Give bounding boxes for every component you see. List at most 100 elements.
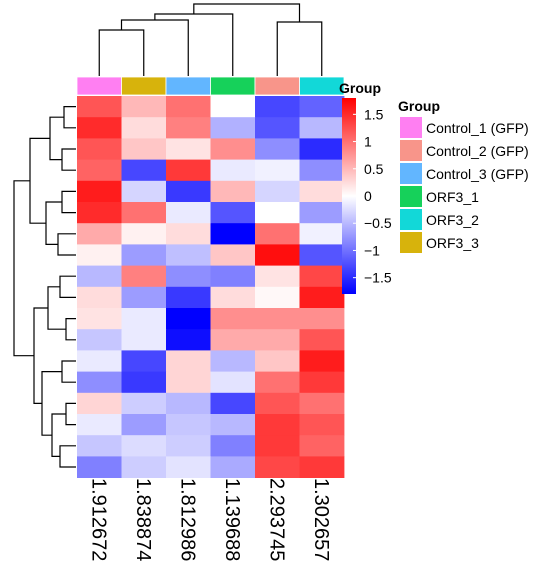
- group-annotation-cell: [165, 76, 211, 96]
- heatmap-cell: [255, 350, 300, 372]
- column-label: 1.812986: [176, 478, 198, 561]
- color-scale-tick-label: 0.5: [364, 161, 384, 177]
- row-dendrogram-link: [61, 148, 76, 171]
- heatmap-cell: [299, 202, 345, 224]
- heatmap-cell: [210, 117, 256, 139]
- column-dendrogram-link: [98, 29, 145, 76]
- heatmap-cell: [166, 96, 211, 118]
- heatmap-cell: [121, 414, 167, 436]
- heatmap-cell: [255, 435, 300, 457]
- heatmap-cell: [77, 202, 122, 224]
- heatmap-cell: [255, 456, 300, 478]
- heatmap-cell: [77, 286, 122, 309]
- heatmap-cell: [255, 117, 300, 139]
- heatmap-cell: [77, 308, 122, 330]
- row-dendrogram-link: [45, 201, 62, 245]
- heatmap-cell: [77, 371, 122, 394]
- heatmap-cell: [77, 96, 122, 118]
- heatmap-cell: [121, 244, 167, 266]
- legend-label: ORF3_1: [426, 189, 479, 205]
- heatmap-cell: [210, 202, 256, 224]
- group-annotation-bar: [76, 76, 345, 96]
- group-legend: Group Control_1 (GFP) Control_2 (GFP) Contr…: [398, 98, 529, 253]
- heatmap-cell: [210, 244, 256, 266]
- heatmap-cells: [77, 96, 345, 478]
- row-dendrogram-link: [65, 402, 76, 426]
- heatmap-cell: [210, 371, 256, 394]
- row-dendrogram-link: [57, 233, 76, 256]
- legend-label: Control_2 (GFP): [426, 143, 529, 159]
- heatmap-cell: [166, 414, 211, 436]
- color-scale-tick-label: 1: [364, 134, 372, 150]
- group-annotation-cell: [210, 76, 256, 96]
- heatmap-cell: [299, 180, 345, 203]
- heatmap-cell: [255, 308, 300, 330]
- heatmap-cell: [299, 265, 345, 288]
- heatmap-cell: [121, 435, 167, 457]
- heatmap-cell: [299, 138, 345, 160]
- row-dendrogram-link: [47, 286, 66, 330]
- heatmap-cell: [255, 244, 300, 266]
- color-scale-tick-label: −1.5: [364, 270, 392, 286]
- color-scale-tick-label: −0.5: [364, 215, 392, 231]
- heatmap-cell: [121, 350, 167, 372]
- row-dendrogram-link: [63, 106, 76, 129]
- heatmap-cell: [299, 117, 345, 139]
- heatmap-cell: [77, 223, 122, 245]
- heatmap-cell: [121, 286, 167, 309]
- row-dendrogram-link: [33, 307, 48, 404]
- legend-swatch: [400, 163, 422, 184]
- heatmap-cell: [166, 265, 211, 288]
- heatmap-cell: [166, 117, 211, 139]
- heatmap-cell: [299, 414, 345, 436]
- heatmap-cell: [77, 138, 122, 160]
- heatmap-cell: [77, 414, 122, 436]
- heatmap-cell: [299, 350, 345, 372]
- row-dendrogram: [13, 106, 76, 468]
- heatmap-cell: [121, 180, 167, 203]
- color-scale-tick-label: −1: [364, 242, 380, 258]
- heatmap-cell: [255, 414, 300, 436]
- row-dendrogram-link: [65, 318, 76, 341]
- heatmap-cell: [210, 286, 256, 309]
- heatmap-cell: [255, 265, 300, 288]
- heatmap-cell: [121, 371, 167, 394]
- heatmap-cell: [255, 96, 300, 118]
- legend-title: Group: [398, 98, 440, 114]
- row-dendrogram-link: [13, 180, 34, 357]
- heatmap-cell: [210, 308, 256, 330]
- heatmap-cell: [121, 223, 167, 245]
- group-annotation-cell: [299, 76, 345, 96]
- color-scale-tick-label: 0: [364, 188, 372, 204]
- heatmap-cell: [77, 180, 122, 203]
- heatmap-cell: [255, 371, 300, 394]
- column-label: 1.912672: [87, 478, 109, 561]
- row-dendrogram-link: [61, 190, 76, 214]
- heatmap-cell: [299, 96, 345, 118]
- column-label: 1.302657: [310, 478, 332, 561]
- heatmap-cell: [299, 435, 345, 457]
- heatmap-cell: [255, 202, 300, 224]
- color-scale-gradient: [342, 98, 356, 294]
- heatmap-cell: [121, 265, 167, 288]
- heatmap-cell: [166, 308, 211, 330]
- heatmap-cell: [77, 265, 122, 288]
- heatmap-cell: [166, 286, 211, 309]
- heatmap-cell: [255, 180, 300, 203]
- heatmap-cell: [166, 435, 211, 457]
- heatmap-cell: [255, 159, 300, 182]
- heatmap-cell: [121, 138, 167, 160]
- heatmap-cell: [299, 308, 345, 330]
- column-dendrogram-link: [120, 19, 189, 76]
- heatmap-cell: [210, 223, 256, 245]
- heatmap-cell: [299, 371, 345, 394]
- heatmap-cell: [121, 392, 167, 415]
- heatmap-cell: [255, 286, 300, 309]
- heatmap-cell: [121, 159, 167, 182]
- heatmap-cell: [255, 138, 300, 160]
- heatmap-cell: [77, 350, 122, 372]
- heatmap-cell: [77, 244, 122, 266]
- column-dendrogram-link: [154, 13, 234, 76]
- heatmap-cell: [121, 117, 167, 139]
